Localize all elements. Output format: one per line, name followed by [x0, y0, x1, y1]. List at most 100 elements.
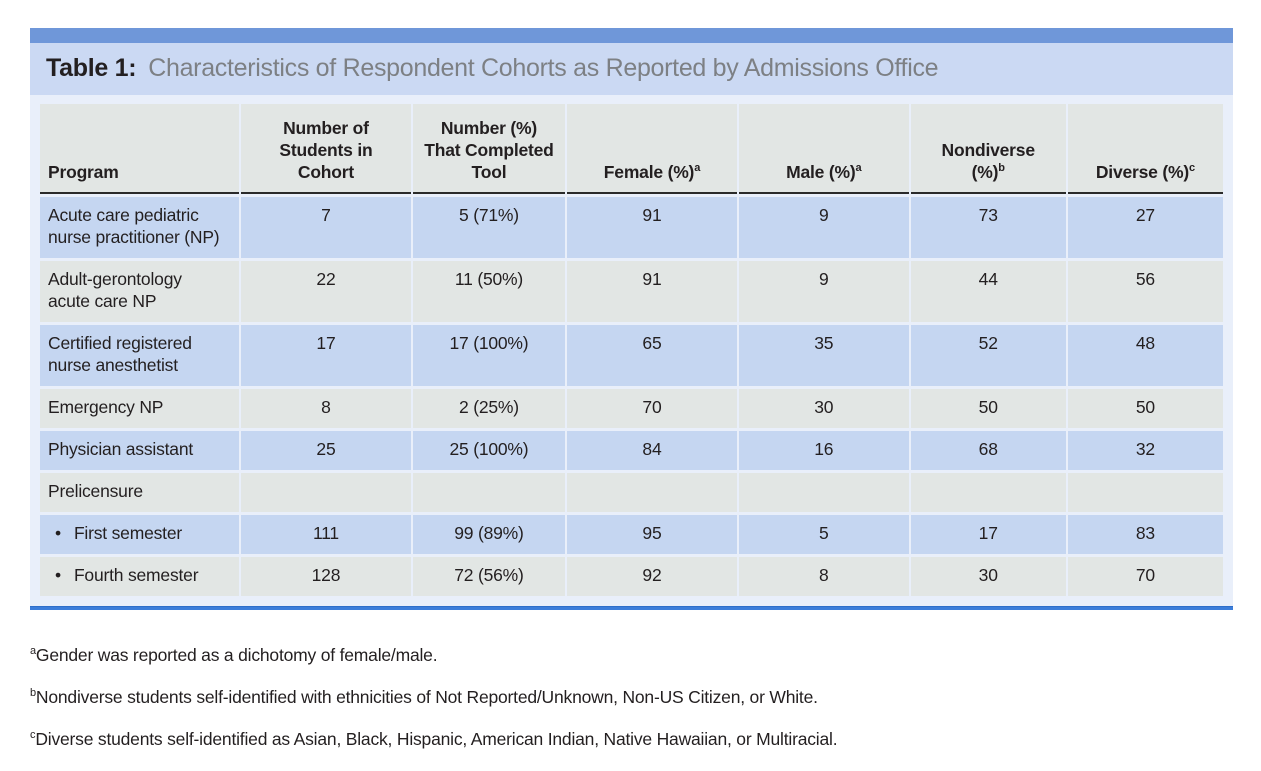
value-cell: 44 [910, 261, 1066, 322]
footnote-marker: a [30, 645, 36, 658]
footnote-marker: a [855, 162, 862, 175]
header-line: Female (%)a [571, 161, 733, 183]
header-text: Tool [471, 162, 507, 182]
value-cell: 56 [1067, 261, 1223, 322]
header-line: Number of [283, 118, 369, 138]
program-cell: Emergency NP [40, 389, 240, 428]
col-header-nondiverse: Nondiverse (%)b [910, 104, 1066, 194]
value-cell: 95 [567, 515, 737, 554]
value-cell: 99 (89%) [412, 515, 566, 554]
value-cell [738, 473, 909, 512]
header-line: Nondiverse [941, 140, 1036, 160]
value-cell: 11 (50%) [412, 261, 566, 322]
program-name: Physician assistant [48, 439, 194, 459]
table-row-group-prelicensure: Prelicensure [40, 473, 1223, 512]
value-cell: 2 (25%) [412, 389, 566, 428]
value-cell: 25 [241, 431, 411, 470]
footnote-c: cDiverse students self-identified as Asi… [30, 729, 1233, 750]
footnote-marker: b [30, 687, 36, 700]
bullet: • [55, 565, 61, 585]
value-cell: 9 [738, 197, 909, 258]
header-line: Male (%)a [743, 161, 905, 183]
program-cell: Acute care pediatric nurse practitioner … [40, 197, 240, 258]
header-text: Cohort [297, 162, 355, 182]
col-header-female: Female (%)a [567, 104, 737, 194]
footnotes: aGender was reported as a dichotomy of f… [30, 645, 1233, 771]
program-name: Certified registered nurse anesthetist [48, 333, 192, 375]
value-cell: 35 [738, 325, 909, 386]
value-cell: 52 [910, 325, 1066, 386]
figure-bottom-rule [30, 606, 1233, 610]
value-cell: 70 [1067, 557, 1223, 596]
program-cell: Certified registered nurse anesthetist [40, 325, 240, 386]
footnote-marker: c [1188, 162, 1195, 175]
table-title: Characteristics of Respondent Cohorts as… [148, 54, 939, 82]
header-text: Female (%) [603, 162, 695, 182]
col-header-program: Program [40, 104, 240, 194]
value-cell [567, 473, 737, 512]
col-header-completed-tool: Number (%) That Completed Tool [412, 104, 566, 194]
value-cell: 17 [910, 515, 1066, 554]
data-table: Program Number of Students in Cohort Num… [38, 101, 1225, 599]
value-cell: 68 [910, 431, 1066, 470]
header-line: That Completed [424, 140, 554, 160]
value-cell [412, 473, 566, 512]
bullet: • [55, 523, 61, 543]
value-cell: 30 [910, 557, 1066, 596]
footnote-text: Nondiverse students self-identified with… [35, 687, 818, 707]
value-cell: 48 [1067, 325, 1223, 386]
value-cell: 70 [567, 389, 737, 428]
program-name: Emergency NP [48, 397, 164, 417]
value-cell: 84 [567, 431, 737, 470]
col-header-diverse: Diverse (%)c [1067, 104, 1223, 194]
program-cell: Physician assistant [40, 431, 240, 470]
table-figure: Table 1: Characteristics of Respondent Co… [30, 28, 1233, 610]
value-cell: 5 [738, 515, 909, 554]
footnote-text: Gender was reported as a dichotomy of fe… [35, 645, 438, 665]
header-line: Tool [417, 161, 561, 183]
value-cell: 27 [1067, 197, 1223, 258]
footnote-marker: b [998, 162, 1005, 175]
value-cell: 65 [567, 325, 737, 386]
program-name: First semester [73, 523, 182, 543]
value-cell: 7 [241, 197, 411, 258]
value-cell: 50 [1067, 389, 1223, 428]
program-name: Adult-gerontology acute care NP [48, 269, 182, 311]
program-cell: • First semester [40, 515, 240, 554]
value-cell: 8 [241, 389, 411, 428]
program-cell: • Fourth semester [40, 557, 240, 596]
value-cell: 128 [241, 557, 411, 596]
header-line: Number (%) [440, 118, 538, 138]
program-cell: Prelicensure [40, 473, 240, 512]
table-row: Physician assistant 25 25 (100%) 84 16 6… [40, 431, 1223, 470]
col-header-male: Male (%)a [738, 104, 909, 194]
footnote-marker: c [30, 729, 36, 742]
value-cell: 111 [241, 515, 411, 554]
header-text: Program [48, 162, 119, 182]
value-cell [910, 473, 1066, 512]
value-cell: 50 [910, 389, 1066, 428]
header-line: Students in [279, 140, 373, 160]
program-name: Fourth semester [73, 565, 199, 585]
value-cell: 92 [567, 557, 737, 596]
value-cell: 16 [738, 431, 909, 470]
table-row: Certified registered nurse anesthetist 1… [40, 325, 1223, 386]
value-cell: 72 (56%) [412, 557, 566, 596]
table-backdrop: Program Number of Students in Cohort Num… [30, 95, 1233, 606]
header-line: Cohort [245, 161, 407, 183]
col-header-students-in-cohort: Number of Students in Cohort [241, 104, 411, 194]
value-cell: 8 [738, 557, 909, 596]
table-row: Emergency NP 8 2 (25%) 70 30 50 50 [40, 389, 1223, 428]
header-text: Diverse (%) [1095, 162, 1189, 182]
table-row: Adult-gerontology acute care NP 22 11 (5… [40, 261, 1223, 322]
value-cell: 17 (100%) [412, 325, 566, 386]
header-line: Program [48, 161, 235, 183]
footnote-b: bNondiverse students self-identified wit… [30, 687, 1233, 708]
header-line: Diverse (%)c [1072, 161, 1219, 183]
value-cell: 30 [738, 389, 909, 428]
value-cell [1067, 473, 1223, 512]
value-cell: 25 (100%) [412, 431, 566, 470]
program-name: Prelicensure [48, 481, 143, 501]
value-cell [241, 473, 411, 512]
table-label: Table 1: [46, 54, 137, 82]
